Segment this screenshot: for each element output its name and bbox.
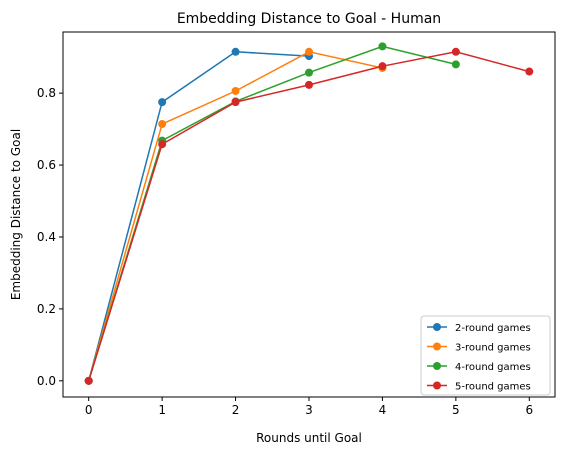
legend-label: 5-round games xyxy=(455,382,531,393)
data-point xyxy=(451,47,460,56)
x-tick-label: 2 xyxy=(232,403,240,417)
data-point xyxy=(451,60,460,69)
axes: 0 1 2 3 4 5 6 0.0 0.2 0.4 0.6 0.8 xyxy=(37,86,533,417)
y-tick-label: 0.2 xyxy=(37,302,56,316)
x-tick-label: 1 xyxy=(158,403,166,417)
x-tick-label: 5 xyxy=(452,403,460,417)
data-point xyxy=(378,62,387,71)
data-point xyxy=(158,140,167,149)
legend-label: 2-round games xyxy=(455,323,531,334)
legend-item: 2-round games xyxy=(427,323,531,334)
y-tick-label: 0.4 xyxy=(37,230,56,244)
data-point xyxy=(305,80,313,89)
data-point xyxy=(231,47,240,56)
legend-label: 4-round games xyxy=(455,362,531,373)
y-tick-label: 0.6 xyxy=(37,158,56,172)
data-point xyxy=(305,68,313,77)
y-tick-label: 0.8 xyxy=(37,86,56,100)
series-2-round-games xyxy=(84,47,313,385)
series-5-round-games xyxy=(84,47,534,385)
data-point xyxy=(305,47,313,56)
x-axis-label: Rounds until Goal xyxy=(256,431,362,445)
x-tick-label: 4 xyxy=(379,403,387,417)
legend-item: 5-round games xyxy=(427,381,531,393)
legend-item: 3-round games xyxy=(427,342,531,354)
legend-label: 3-round games xyxy=(455,343,531,354)
x-tick-label: 0 xyxy=(85,403,93,417)
data-point xyxy=(231,86,240,95)
data-point xyxy=(231,98,240,107)
y-tick-label: 0.0 xyxy=(37,374,56,388)
data-point xyxy=(525,67,534,76)
y-axis-label: Embedding Distance to Goal xyxy=(9,129,23,300)
plot-frame xyxy=(62,31,556,398)
legend-marker xyxy=(433,342,441,351)
legend-box xyxy=(420,315,551,396)
data-point xyxy=(158,120,167,129)
legend: 2-round games 3-round games 4-round games 5… xyxy=(420,315,551,396)
legend-item: 4-round games xyxy=(427,362,531,373)
series-line xyxy=(87,51,310,381)
series-layer xyxy=(84,42,534,385)
x-tick-label: 3 xyxy=(305,403,313,417)
chart-title: Embedding Distance to Goal - Human xyxy=(177,11,441,27)
series-line xyxy=(87,45,457,382)
legend-marker xyxy=(433,362,441,370)
data-point xyxy=(84,376,93,385)
legend-marker xyxy=(433,323,441,331)
x-tick-label: 6 xyxy=(525,403,533,417)
data-point xyxy=(378,42,387,51)
data-point xyxy=(158,98,167,107)
legend-marker xyxy=(433,381,441,390)
